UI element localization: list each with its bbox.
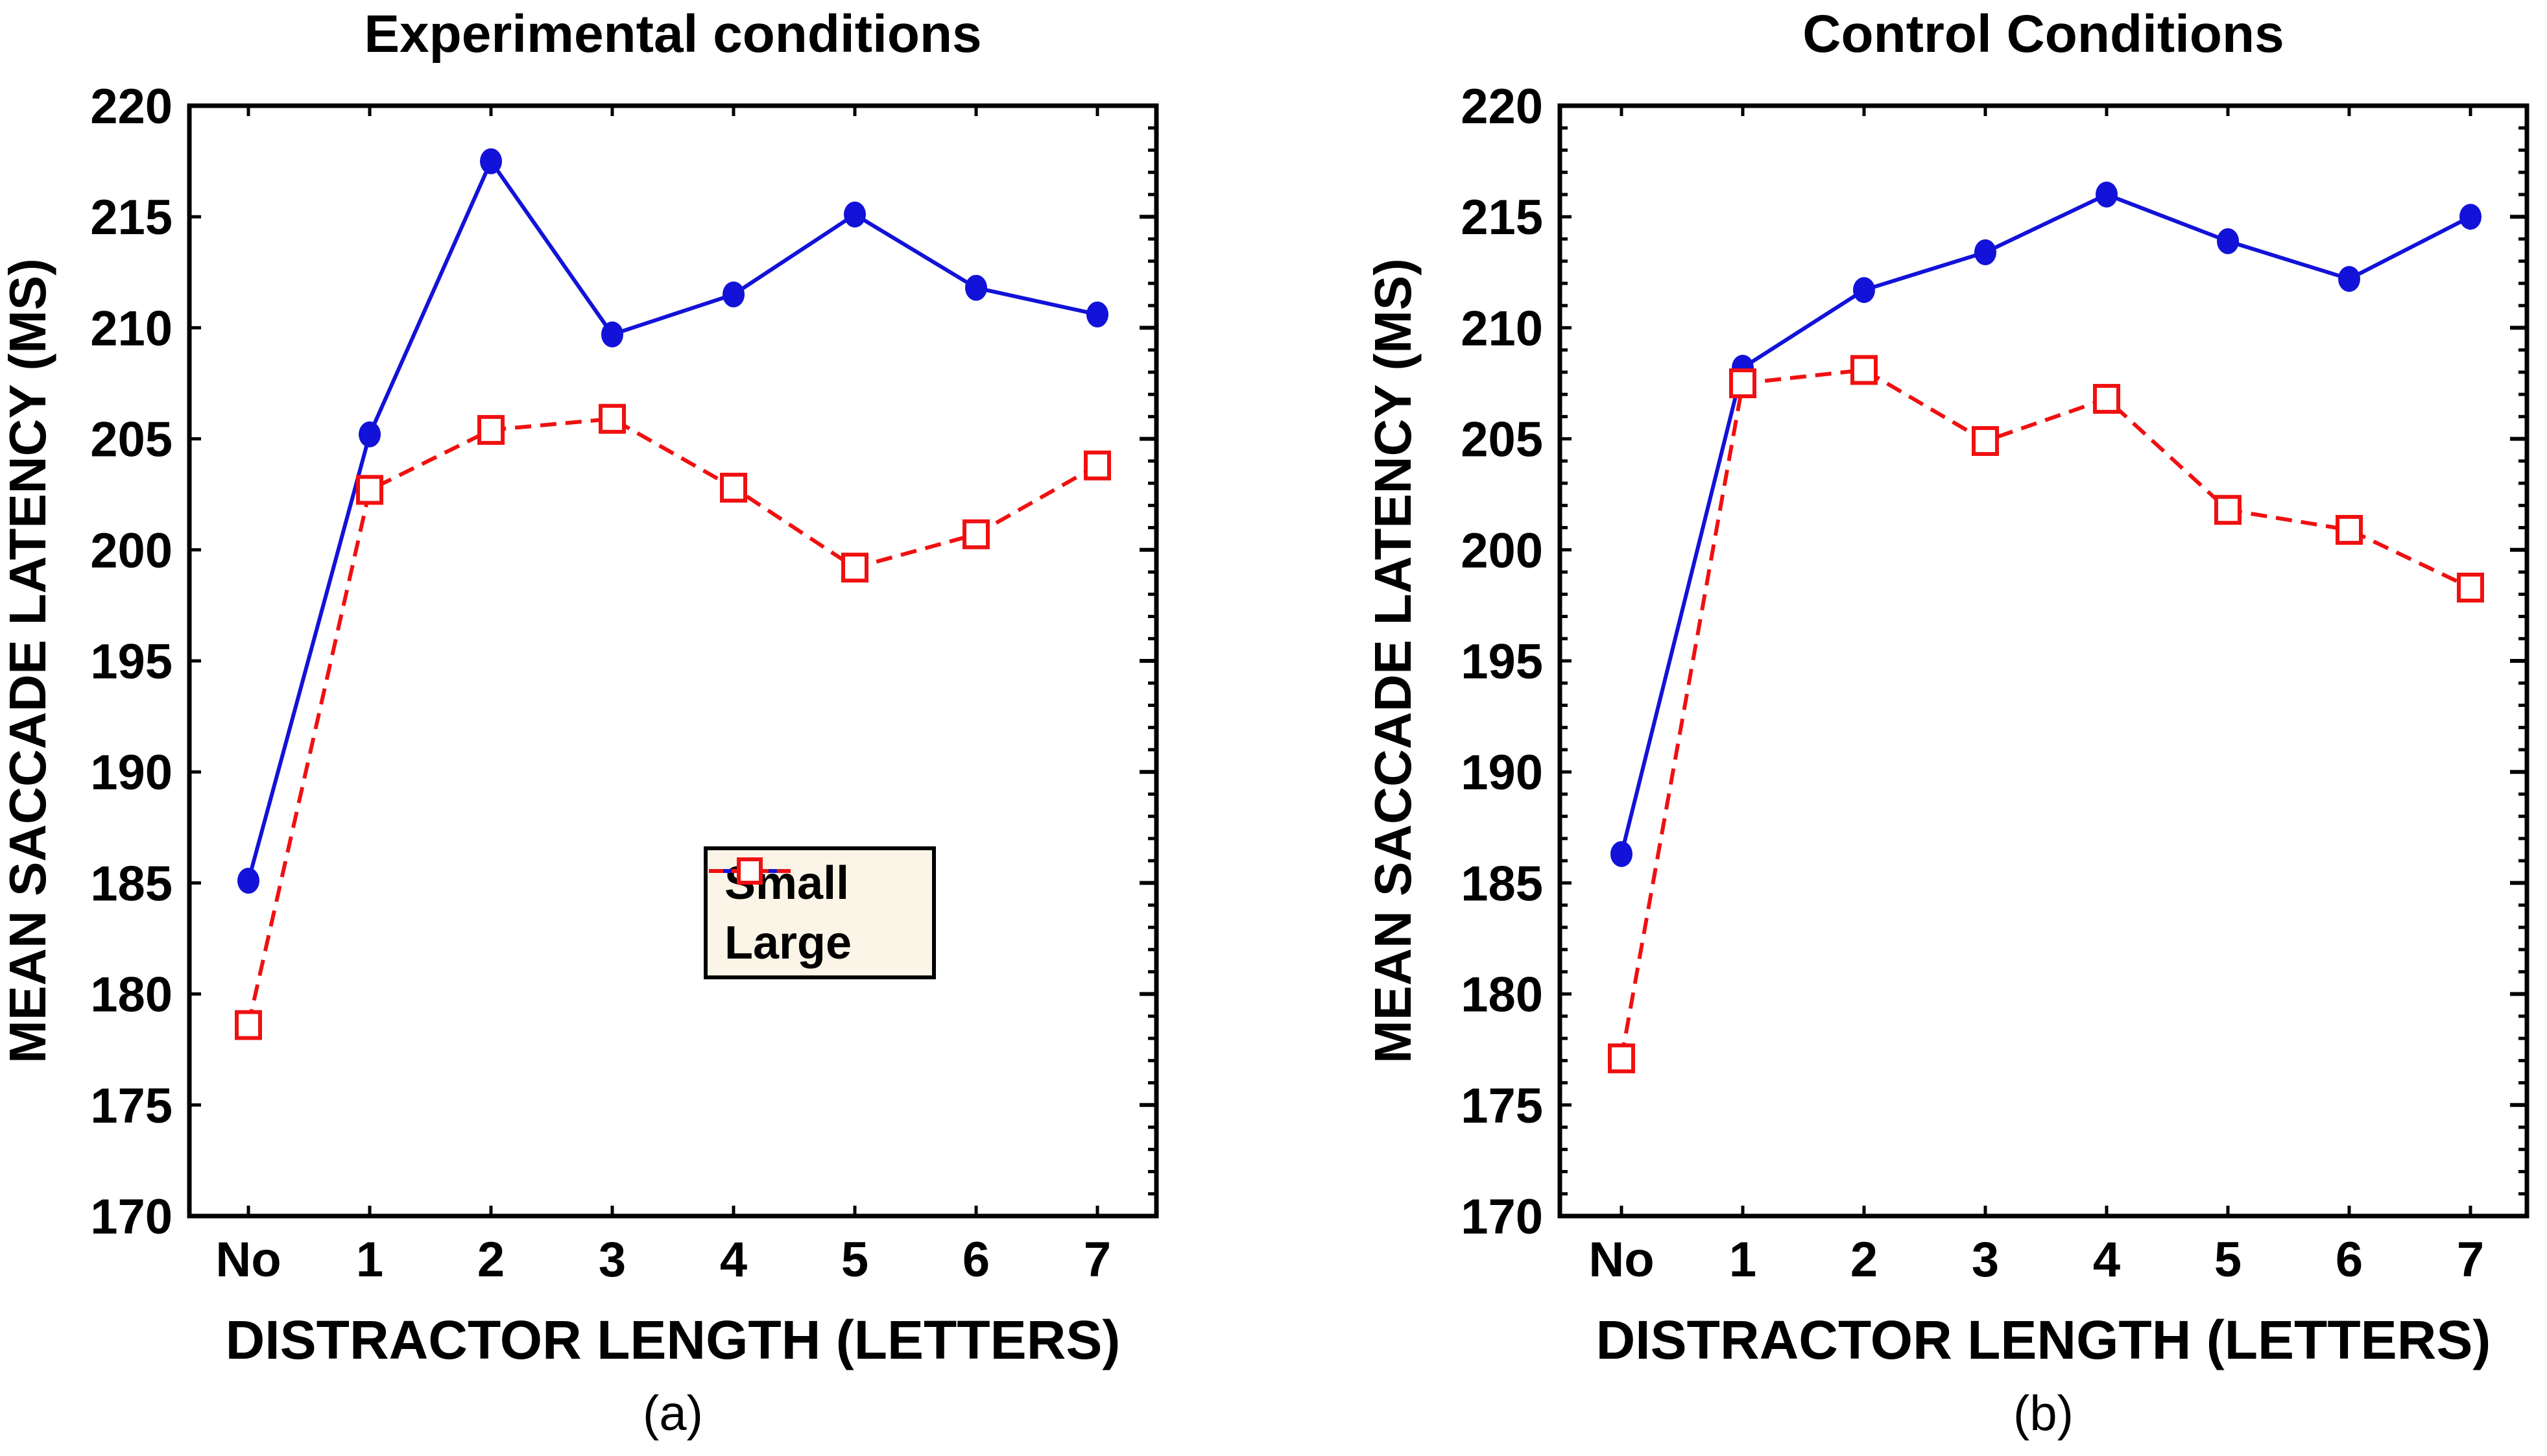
y-tick-label: 180	[1461, 968, 1543, 1023]
large-series-legend-sample	[709, 857, 791, 885]
small-data-point	[1853, 277, 1875, 304]
y-tick-label: 215	[1461, 190, 1543, 245]
large-data-point	[235, 1010, 262, 1040]
x-tick-label: 6	[963, 1232, 990, 1287]
plot-frame	[187, 103, 1159, 1219]
panel-control: Control Conditions 170 175 180 185 190 195 200 2…	[1274, 0, 2547, 1456]
large-data-point	[2336, 514, 2363, 545]
x-tick-label: 3	[599, 1232, 626, 1287]
y-tick-label: 170	[90, 1189, 173, 1245]
small-data-point	[1974, 239, 1996, 265]
x-tick-label: 4	[2093, 1232, 2120, 1287]
x-tick-label: 1	[1729, 1232, 1756, 1287]
x-tick-label: 1	[356, 1232, 383, 1287]
experimental-conditions-chart: Experimental conditions17017518018519019…	[0, 5, 1159, 1441]
y-tick-label: 210	[90, 301, 173, 356]
small-data-point	[844, 201, 866, 228]
x-tick-label: 2	[477, 1232, 505, 1287]
x-tick-label: No	[1588, 1232, 1654, 1287]
small-series-line	[246, 157, 1098, 881]
legend-label-large: Large	[724, 916, 852, 969]
open-square-icon	[737, 857, 763, 885]
y-tick-label: 220	[90, 79, 173, 134]
y-tick-label: 185	[1461, 856, 1543, 911]
small-data-point	[965, 274, 987, 301]
large-data-point	[1084, 450, 1111, 481]
large-data-point	[841, 553, 868, 583]
large-data-point	[1729, 368, 1756, 398]
x-tick-label: 4	[720, 1232, 747, 1287]
x-tick-label: 2	[1850, 1232, 1878, 1287]
large-data-point	[1972, 426, 1999, 457]
y-tick-label: 170	[1461, 1189, 1543, 1245]
x-tick-label: 5	[2214, 1232, 2242, 1287]
x-axis-label: DISTRACTOR LENGTH (LETTERS)	[226, 1309, 1121, 1370]
y-tick-label: 195	[1461, 634, 1543, 689]
panel-letter: (b)	[2013, 1386, 2074, 1441]
large-data-point	[2457, 573, 2484, 603]
x-tick-label: 3	[1972, 1232, 1999, 1287]
small-data-point	[1610, 841, 1632, 867]
x-tick-label: 7	[2457, 1232, 2484, 1287]
y-tick-label: 190	[90, 745, 173, 800]
y-axis-label: MEAN SACCADE LATENCY (MS)	[0, 258, 56, 1063]
large-data-point	[1850, 355, 1878, 385]
large-data-point	[599, 403, 626, 434]
large-data-point	[477, 414, 505, 445]
legend: Small Large	[704, 846, 936, 979]
small-data-point	[601, 321, 623, 348]
y-tick-label: 185	[90, 856, 173, 911]
y-tick-label: 195	[90, 634, 173, 689]
small-data-point	[723, 281, 745, 308]
x-tick-label: No	[215, 1232, 281, 1287]
chart-title: Control Conditions	[1802, 5, 2284, 64]
legend-row-large: Large	[709, 857, 932, 969]
small-data-point	[359, 421, 381, 448]
small-data-point	[237, 867, 259, 894]
panel-experimental: Experimental conditions 170 175 180 185 190 19…	[0, 0, 1273, 1456]
panel-letter: (a)	[643, 1386, 703, 1441]
large-series-line	[1620, 368, 2472, 1059]
x-tick-label: 5	[841, 1232, 868, 1287]
large-data-point	[1608, 1043, 1635, 1073]
y-tick-label: 175	[90, 1079, 173, 1134]
y-tick-label: 200	[90, 523, 173, 579]
control-conditions-chart: Control Conditions1701751801851901952002…	[1364, 5, 2529, 1441]
y-tick-label: 180	[90, 968, 173, 1023]
small-data-point	[2338, 266, 2360, 292]
y-tick-label: 175	[1461, 1079, 1543, 1134]
large-data-point	[720, 472, 747, 503]
large-data-point	[2093, 383, 2120, 414]
small-data-point	[1086, 301, 1108, 328]
small-data-point	[2459, 204, 2481, 230]
large-data-point	[2214, 495, 2242, 525]
y-tick-label: 205	[1461, 412, 1543, 468]
x-tick-label: 6	[2336, 1232, 2363, 1287]
large-data-point	[356, 475, 383, 505]
large-series-line	[246, 416, 1099, 1026]
small-data-point	[2096, 181, 2118, 208]
y-tick-label: 200	[1461, 523, 1543, 579]
large-data-point	[963, 519, 990, 549]
small-data-point	[480, 148, 502, 174]
y-tick-label: 210	[1461, 301, 1543, 356]
plot-frame	[1557, 103, 2529, 1219]
y-tick-label: 220	[1461, 79, 1543, 134]
x-axis-label: DISTRACTOR LENGTH (LETTERS)	[1596, 1309, 2491, 1370]
y-tick-label: 215	[90, 190, 173, 245]
x-tick-label: 7	[1084, 1232, 1111, 1287]
small-series-line	[1620, 192, 2472, 855]
y-tick-label: 190	[1461, 745, 1543, 800]
chart-title: Experimental conditions	[364, 5, 981, 64]
y-tick-label: 205	[90, 412, 173, 468]
small-data-point	[2217, 228, 2239, 254]
y-axis-label: MEAN SACCADE LATENCY (MS)	[1364, 258, 1422, 1063]
